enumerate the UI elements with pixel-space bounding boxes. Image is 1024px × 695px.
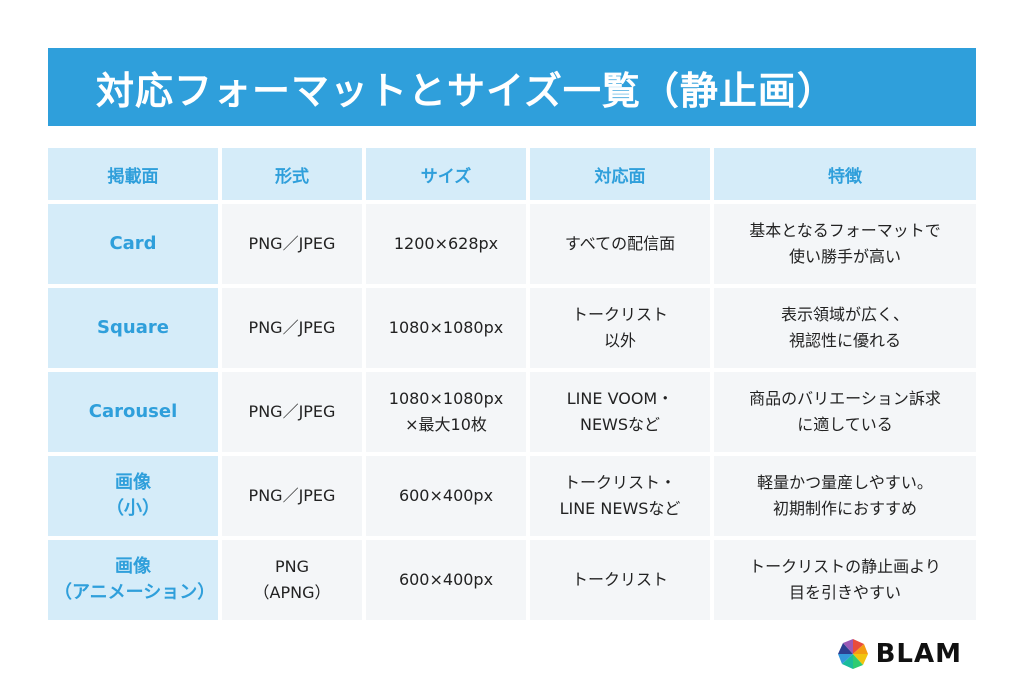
cell-surface: すべての配信面 <box>530 204 710 284</box>
table-header-row: 掲載面 形式 サイズ 対応面 特徴 <box>48 148 976 200</box>
cell-format: PNG／JPEG <box>222 288 362 368</box>
cell-line: PNG／JPEG <box>248 318 336 338</box>
cell-line: （小） <box>106 498 160 519</box>
cell-feature: 表示領域が広く、 視認性に優れる <box>714 288 976 368</box>
cell-placement: Carousel <box>48 372 218 452</box>
cell-surface: LINE VOOM・ NEWSなど <box>530 372 710 452</box>
cell-surface: トークリスト <box>530 540 710 620</box>
cell-line: トークリストの静止画より <box>749 557 941 577</box>
cell-line: トークリスト <box>571 305 668 325</box>
cell-line: 初期制作におすすめ <box>772 499 917 518</box>
blam-logo: BLAM <box>836 637 962 671</box>
cell-placement: 画像 （アニメーション） <box>48 540 218 620</box>
cell-line: すべての配信面 <box>564 234 676 254</box>
table-row: 画像 （アニメーション） PNG （APNG） 600×400px トークリスト トークリス… <box>48 540 976 620</box>
blam-pinwheel-icon <box>837 639 868 669</box>
table-row: Square PNG／JPEG 1080×1080px トークリスト 以外 表示領域が広く… <box>48 288 976 368</box>
cell-line: 目を引きやすい <box>788 583 901 602</box>
table-body: Card PNG／JPEG 1200×628px すべての配信面 基本となるフォーマット… <box>48 204 976 620</box>
cell-line: 以外 <box>603 331 636 350</box>
cell-surface: トークリスト 以外 <box>530 288 710 368</box>
cell-line: トークリスト・ <box>563 473 676 493</box>
format-table: 掲載面 形式 サイズ 対応面 特徴 Card PNG／JPEG 1200×628px… <box>44 144 980 624</box>
cell-line: 基本となるフォーマットで <box>749 221 941 241</box>
cell-line: 表示領域が広く、 <box>780 305 909 325</box>
cell-line: （APNG） <box>253 583 331 602</box>
cell-line: NEWSなど <box>579 415 661 434</box>
cell-line: 商品のバリエーション訴求 <box>749 389 941 409</box>
cell-line: （アニメーション） <box>54 582 216 603</box>
cell-placement: 画像 （小） <box>48 456 218 536</box>
cell-size: 1080×1080px <box>366 288 526 368</box>
cell-line: 視認性に優れる <box>788 331 901 350</box>
cell-placement: Card <box>48 204 218 284</box>
cell-format: PNG／JPEG <box>222 204 362 284</box>
cell-line: PNG <box>274 557 309 577</box>
cell-line: 1080×1080px <box>388 389 504 409</box>
cell-size: 1080×1080px ×最大10枚 <box>366 372 526 452</box>
cell-line: Square <box>97 316 169 338</box>
cell-format: PNG （APNG） <box>222 540 362 620</box>
cell-format: PNG／JPEG <box>222 456 362 536</box>
cell-line: トークリスト <box>571 570 668 590</box>
cell-line: 600×400px <box>398 570 494 590</box>
cell-line: LINE VOOM・ <box>566 389 674 409</box>
cell-feature: 軽量かつ量産しやすい。 初期制作におすすめ <box>714 456 976 536</box>
cell-line: PNG／JPEG <box>248 234 336 254</box>
cell-size: 1200×628px <box>366 204 526 284</box>
title-bar: 対応フォーマットとサイズ一覧（静止画） <box>48 48 976 126</box>
cell-line: 使い勝手が高い <box>788 247 901 266</box>
cell-size: 600×400px <box>366 540 526 620</box>
cell-feature: 基本となるフォーマットで 使い勝手が高い <box>714 204 976 284</box>
cell-line: LINE NEWSなど <box>559 499 681 518</box>
header-placement: 掲載面 <box>48 148 218 200</box>
cell-feature: トークリストの静止画より 目を引きやすい <box>714 540 976 620</box>
cell-line: Carousel <box>88 400 178 422</box>
cell-line: 1200×628px <box>393 234 499 254</box>
table-row: 画像 （小） PNG／JPEG 600×400px トークリスト・ LINE NEWSなど… <box>48 456 976 536</box>
header-size: サイズ <box>366 148 526 200</box>
cell-line: 1080×1080px <box>388 318 504 338</box>
header-format: 形式 <box>222 148 362 200</box>
cell-line: 画像 <box>115 555 151 577</box>
cell-format: PNG／JPEG <box>222 372 362 452</box>
cell-line: PNG／JPEG <box>248 486 336 506</box>
cell-surface: トークリスト・ LINE NEWSなど <box>530 456 710 536</box>
header-feature: 特徴 <box>714 148 976 200</box>
cell-line: に適している <box>797 415 893 434</box>
header-surface: 対応面 <box>530 148 710 200</box>
table-row: Carousel PNG／JPEG 1080×1080px ×最大10枚 LINE VO… <box>48 372 976 452</box>
cell-line: PNG／JPEG <box>248 402 336 422</box>
cell-line: 軽量かつ量産しやすい。 <box>757 473 933 493</box>
table-row: Card PNG／JPEG 1200×628px すべての配信面 基本となるフォーマット… <box>48 204 976 284</box>
page-title: 対応フォーマットとサイズ一覧（静止画） <box>96 68 836 113</box>
cell-size: 600×400px <box>366 456 526 536</box>
cell-line: ×最大10枚 <box>405 415 487 434</box>
cell-feature: 商品のバリエーション訴求 に適している <box>714 372 976 452</box>
cell-line: 600×400px <box>398 486 494 506</box>
logo-wordmark: BLAM <box>875 639 962 669</box>
cell-line: 画像 <box>115 471 151 493</box>
cell-line: Card <box>109 232 157 254</box>
cell-placement: Square <box>48 288 218 368</box>
